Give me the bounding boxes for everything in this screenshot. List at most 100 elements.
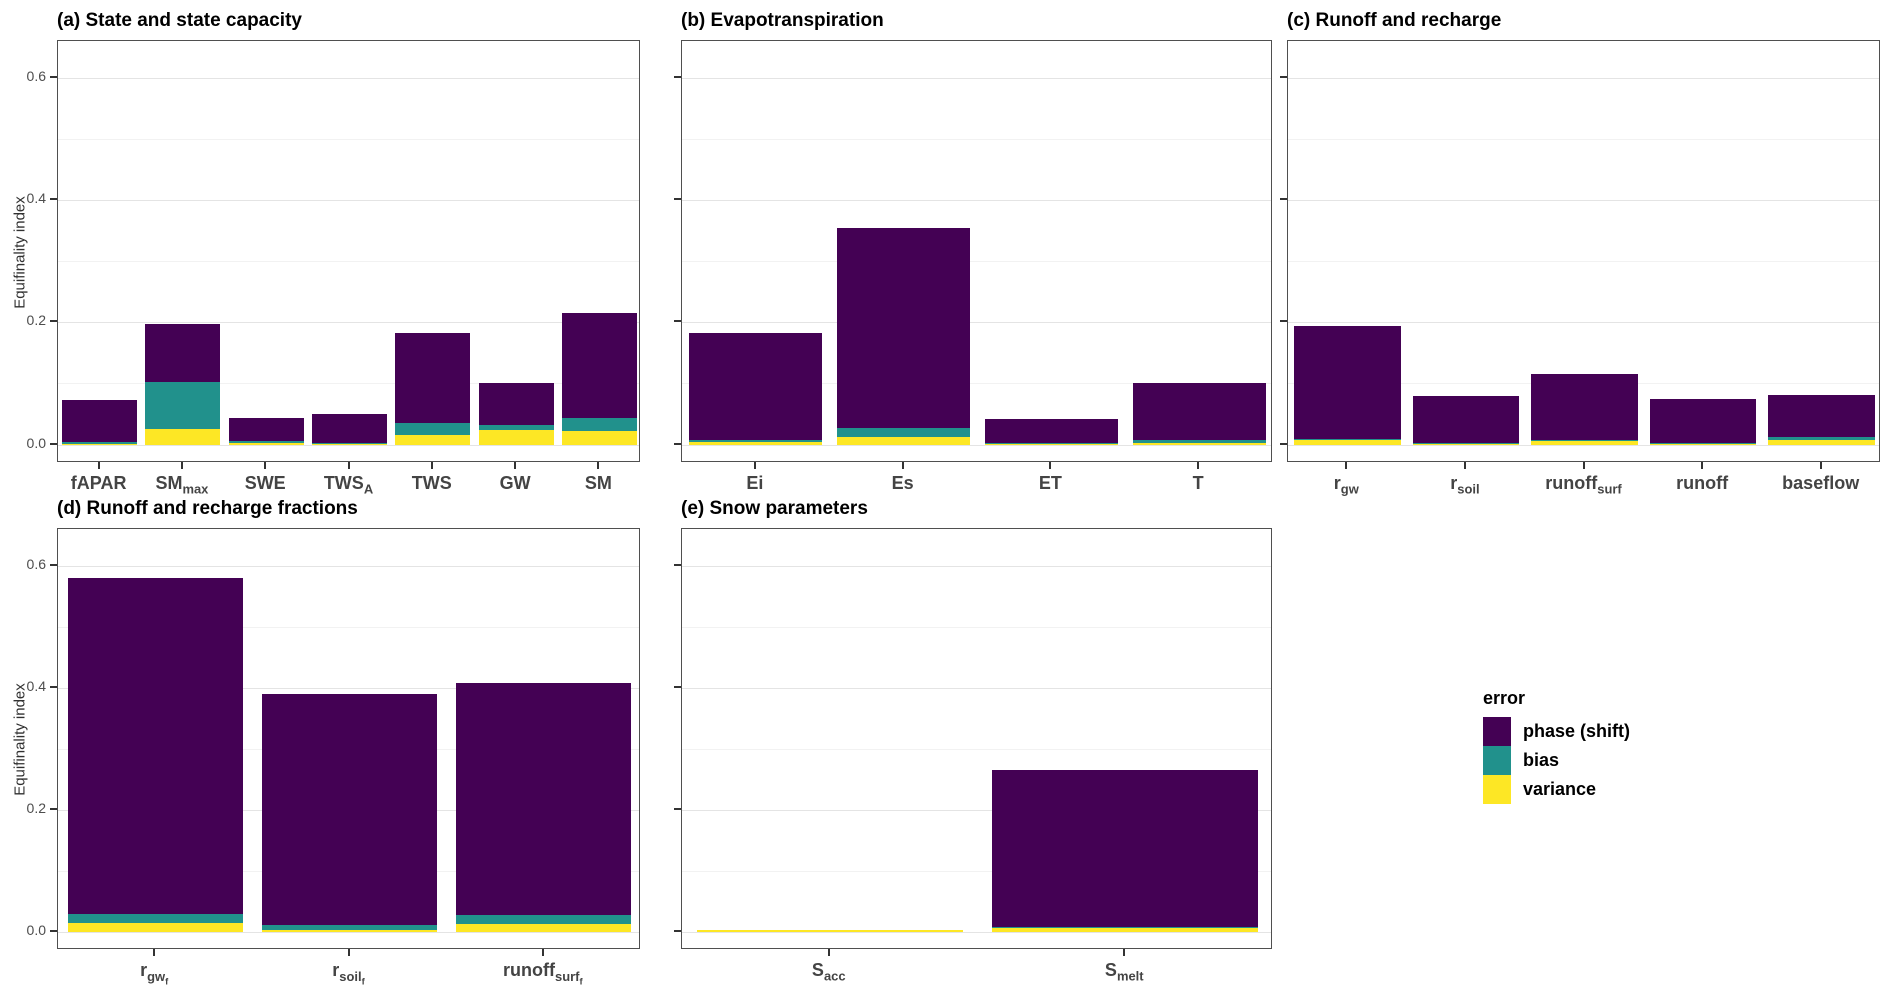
- bar-segment-phase: [1412, 395, 1520, 443]
- y-tick-label: 0.6: [26, 555, 46, 572]
- bar-segment-phase: [561, 312, 637, 418]
- bar-segment-bias: [1412, 442, 1520, 444]
- major-gridline: [58, 687, 639, 689]
- x-tick-mark: [180, 462, 183, 469]
- x-tick-mark: [827, 949, 830, 956]
- major-gridline: [58, 444, 639, 446]
- legend: error phase (shift) bias variance: [1483, 688, 1630, 804]
- x-tick-mark: [347, 462, 350, 469]
- x-category-label: runoff: [1676, 473, 1729, 493]
- x-tick-mark: [753, 462, 756, 469]
- bar-segment-phase: [689, 333, 823, 441]
- x-tick-mark: [153, 949, 156, 956]
- y-tick-mark: [50, 563, 57, 566]
- legend-item-phase: phase (shift): [1483, 717, 1630, 746]
- y-tick-mark: [50, 75, 57, 78]
- legend-item-variance: variance: [1483, 775, 1630, 804]
- bar-segment-variance: [456, 924, 632, 932]
- bar-segment-phase: [478, 383, 554, 426]
- bar-segment-variance: [1768, 439, 1876, 445]
- y-tick-mark: [50, 929, 57, 932]
- y-tick-mark: [50, 442, 57, 445]
- x-tick-mark: [1463, 462, 1466, 469]
- bar-segment-bias: [561, 417, 637, 432]
- major-gridline: [58, 200, 639, 201]
- bar-segment-variance: [696, 929, 963, 932]
- minor-gridline: [1288, 261, 1879, 263]
- bar-segment-phase: [992, 770, 1259, 928]
- y-tick-label: 0.0: [26, 921, 46, 938]
- bar-segment-variance: [395, 434, 471, 445]
- bias-color-swatch: [1483, 746, 1511, 775]
- minor-gridline: [682, 748, 1271, 750]
- bar-segment-variance: [1412, 443, 1520, 445]
- y-tick-mark: [674, 442, 681, 445]
- bar-segment-phase: [1132, 383, 1266, 440]
- y-tick-mark: [674, 563, 681, 566]
- bar-segment-phase: [262, 693, 437, 925]
- bar-segment-phase: [1531, 374, 1638, 440]
- bar-segment-phase: [312, 414, 387, 444]
- bar-segment-bias: [1768, 436, 1876, 440]
- y-tick-label: 0.4: [26, 677, 46, 694]
- minor-gridline: [58, 138, 639, 140]
- bar-segment-variance: [1132, 442, 1266, 445]
- panel-b-plot: [681, 40, 1272, 462]
- x-category-label: fAPAR: [70, 473, 127, 493]
- panel-d-title: (d) Runoff and recharge fractions: [57, 498, 358, 519]
- y-tick-mark: [1280, 442, 1287, 445]
- bar-segment-phase: [145, 324, 221, 382]
- bar-segment-phase: [228, 418, 304, 441]
- bar-segment-bias: [1132, 439, 1266, 443]
- x-tick-mark: [541, 949, 544, 956]
- y-tick-label: 0.4: [26, 190, 46, 206]
- x-tick-mark: [514, 462, 517, 469]
- bar-segment-variance: [984, 444, 1118, 445]
- y-tick-mark: [674, 685, 681, 688]
- x-category-label: TWSA: [323, 473, 374, 497]
- x-tick-mark: [1582, 462, 1585, 469]
- x-category-label: rgw: [1333, 473, 1359, 497]
- bar-segment-phase: [837, 227, 971, 428]
- major-gridline: [1288, 77, 1879, 79]
- minor-gridline: [682, 261, 1271, 263]
- x-tick-mark: [430, 462, 433, 469]
- major-gridline: [1288, 200, 1879, 201]
- major-gridline: [58, 565, 639, 567]
- y-tick-label: 0.2: [26, 312, 46, 329]
- y-tick-mark: [50, 807, 57, 810]
- x-tick-mark: [1701, 462, 1704, 469]
- x-tick-mark: [1345, 462, 1348, 469]
- y-tick-mark: [1280, 198, 1287, 200]
- bar-segment-bias: [992, 927, 1259, 929]
- bar-segment-variance: [561, 431, 637, 445]
- major-gridline: [58, 77, 639, 79]
- major-gridline: [1288, 322, 1879, 324]
- bar-segment-bias: [456, 914, 632, 925]
- major-gridline: [58, 931, 639, 933]
- legend-item-label: bias: [1523, 750, 1560, 770]
- panel-e-title: (e) Snow parameters: [681, 498, 868, 519]
- bar-segment-phase: [1649, 398, 1757, 443]
- bar-segment-phase: [1768, 394, 1876, 437]
- bar-segment-bias: [62, 441, 138, 445]
- x-tick-mark: [1123, 949, 1126, 956]
- x-category-label: Ei: [746, 473, 764, 493]
- y-tick-mark: [50, 320, 57, 323]
- panel-e-plot: [681, 528, 1272, 949]
- major-gridline: [682, 200, 1271, 201]
- x-category-label: runoffsurf: [1545, 473, 1622, 497]
- x-category-label: rgwf: [140, 960, 169, 987]
- x-tick-mark: [347, 949, 350, 956]
- x-category-label: baseflow: [1782, 473, 1860, 493]
- phase-color-swatch: [1483, 717, 1511, 746]
- legend-item-bias: bias: [1483, 746, 1630, 775]
- bar-segment-variance: [262, 929, 437, 932]
- bar-segment-phase: [984, 418, 1118, 444]
- bar-segment-variance: [145, 429, 221, 445]
- bar-segment-variance: [478, 429, 554, 445]
- bar-segment-phase: [1293, 326, 1401, 440]
- x-category-label: rsoilf: [332, 960, 365, 987]
- bar-segment-bias: [145, 381, 221, 430]
